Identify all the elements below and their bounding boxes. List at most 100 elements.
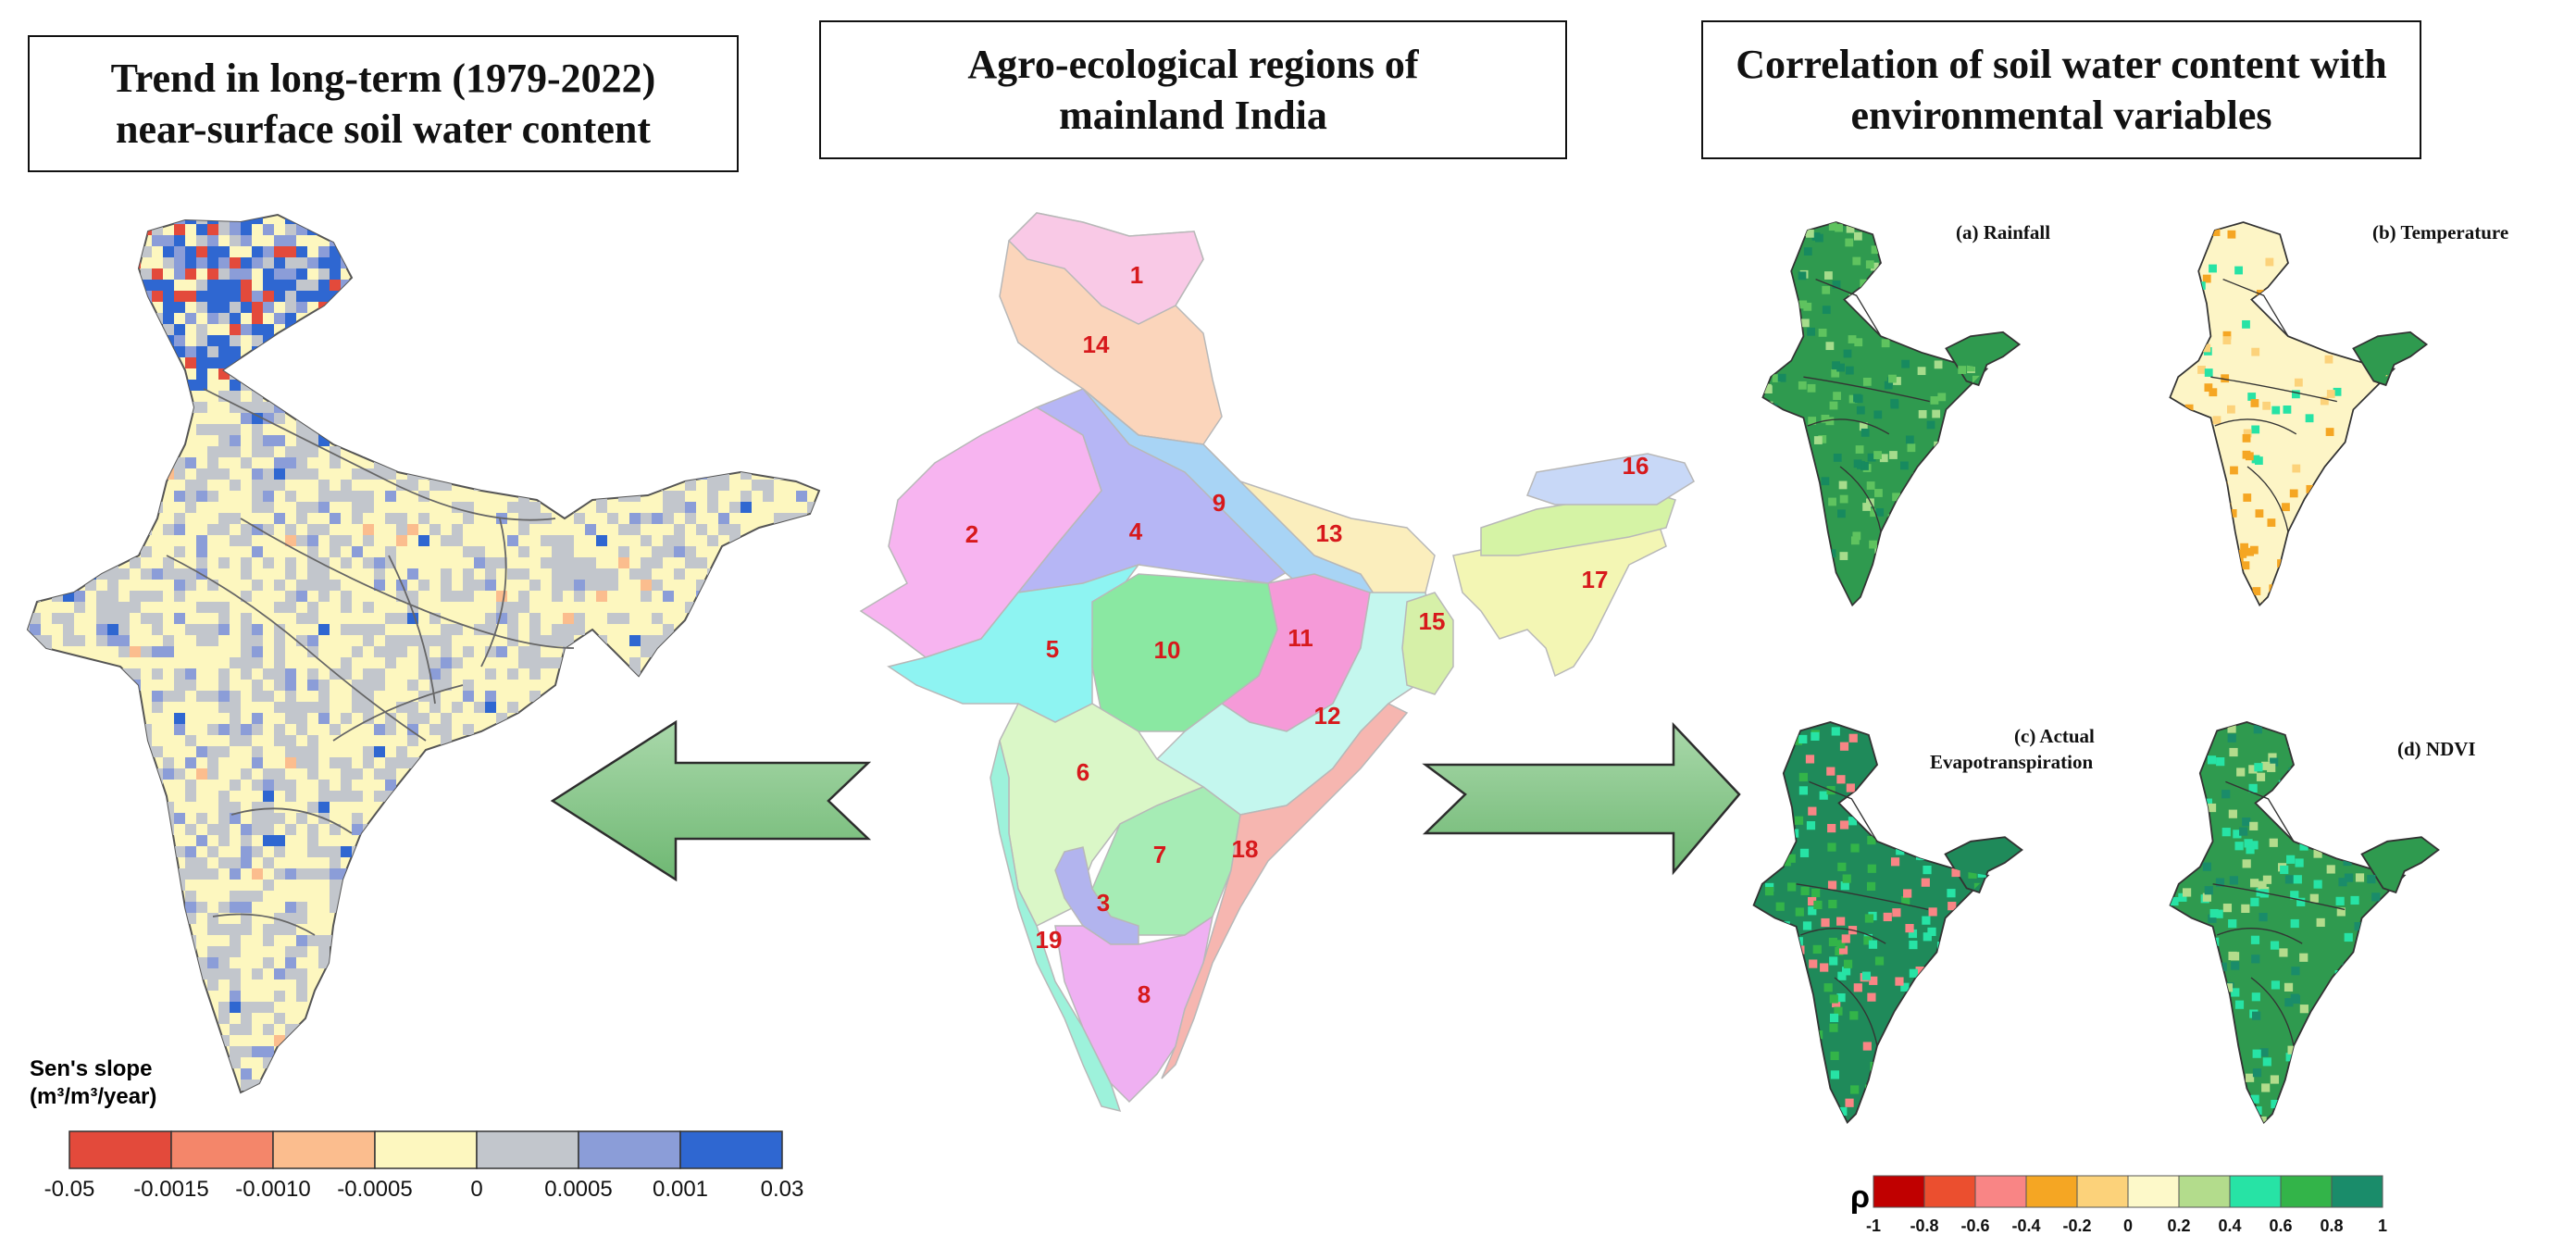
trend-pixel: [96, 813, 107, 824]
panel-pixel: [1929, 992, 1939, 1002]
trend-pixel: [152, 391, 163, 402]
panel-pixel: [1762, 236, 1771, 245]
trend-pixel: [341, 215, 352, 224]
trend-pixel: [796, 1080, 807, 1091]
trend-pixel: [30, 613, 41, 624]
trend-pixel: [829, 368, 840, 380]
legend-tick-labels: -0.05 -0.0015 -0.0010 -0.0005 0 0.0005 0.001 0.…: [44, 1177, 804, 1202]
panel-pixel: [1898, 567, 1908, 575]
panel-pixel: [1966, 303, 1975, 312]
trend-pixel: [707, 313, 718, 324]
trend-pixel: [174, 302, 185, 313]
trend-pixel: [618, 257, 629, 268]
panel-pixel: [1777, 356, 1786, 366]
trend-pixel: [407, 215, 418, 224]
trend-pixel: [274, 457, 285, 468]
region-label: 11: [1288, 624, 1313, 652]
trend-pixel: [341, 1057, 352, 1068]
trend-pixel: [518, 913, 529, 924]
trend-pixel: [418, 780, 429, 791]
trend-pixel: [274, 868, 285, 880]
trend-pixel: [707, 435, 718, 446]
trend-pixel: [829, 224, 840, 235]
trend-pixel: [596, 646, 607, 657]
panel-pixel: [1839, 552, 1848, 560]
trend-pixel: [707, 391, 718, 402]
panel-pixel: [2194, 603, 2203, 605]
trend-pixel: [252, 302, 263, 313]
panel-pixel: [2290, 891, 2299, 900]
trend-pixel: [274, 680, 285, 691]
trend-pixel: [718, 257, 729, 268]
trend-pixel: [63, 357, 74, 368]
panel-pixel: [1924, 312, 1934, 321]
trend-pixel: [674, 935, 685, 946]
trend-pixel: [596, 313, 607, 324]
trend-pixel: [629, 380, 641, 391]
trend-pixel: [285, 257, 296, 268]
panel-pixel: [1968, 431, 1977, 441]
trend-pixel: [796, 413, 807, 424]
panel-pixel: [1826, 767, 1836, 776]
panel-pixel: [2373, 764, 2383, 773]
trend-pixel: [674, 357, 685, 368]
trend-pixel: [52, 568, 63, 580]
trend-pixel: [607, 413, 618, 424]
trend-pixel: [652, 335, 663, 346]
panel-pixel: [2370, 958, 2379, 967]
trend-pixel: [807, 913, 818, 924]
panel-pixel: [2396, 984, 2405, 994]
trend-pixel: [330, 302, 341, 313]
trend-pixel: [296, 224, 307, 235]
trend-pixel: [574, 557, 585, 568]
panel-pixel: [1929, 983, 1938, 992]
trend-pixel: [585, 902, 596, 913]
trend-pixel: [641, 557, 652, 568]
trend-pixel: [441, 246, 452, 257]
trend-pixel: [740, 1035, 752, 1046]
panel-pixel: [2344, 932, 2353, 942]
trend-pixel: [763, 491, 774, 502]
trend-pixel: [374, 302, 385, 313]
panel-pixel: [1976, 431, 1985, 441]
trend-pixel: [85, 880, 96, 891]
panel-pixel: [1835, 946, 1844, 955]
trend-pixel: [196, 302, 207, 313]
panel-pixel: [2270, 757, 2279, 767]
trend-pixel: [596, 502, 607, 513]
trend-pixel: [707, 1091, 718, 1092]
trend-pixel: [218, 257, 230, 268]
trend-pixel: [30, 646, 41, 657]
panel-pixel: [2209, 555, 2218, 564]
trend-pixel: [218, 446, 230, 457]
trend-pixel: [285, 468, 296, 480]
trend-pixel: [96, 446, 107, 457]
panel-pixel: [2199, 540, 2209, 549]
panel-pixel: [1946, 1098, 1955, 1107]
panel-pixel: [1838, 480, 1848, 490]
legend-tick: -0.0005: [337, 1177, 412, 1202]
trend-pixel: [374, 646, 385, 657]
trend-pixel: [707, 535, 718, 546]
trend-pixel: [28, 913, 30, 924]
trend-pixel: [341, 1080, 352, 1091]
trend-pixel: [196, 746, 207, 757]
trend-pixel: [396, 1024, 407, 1035]
trend-pixel: [285, 268, 296, 280]
trend-pixel: [107, 435, 118, 446]
trend-pixel: [85, 291, 96, 302]
trend-pixel: [207, 1068, 218, 1080]
panel-pixel: [1956, 976, 1965, 985]
panel-pixel: [1779, 953, 1788, 963]
trend-pixel: [818, 302, 819, 313]
panel-pixel: [1762, 536, 1772, 545]
trend-pixel: [518, 935, 529, 946]
panel-pixel: [1931, 294, 1939, 304]
trend-pixel: [485, 1068, 496, 1080]
trend-pixel: [552, 257, 563, 268]
sens-slope-map: [26, 213, 840, 1094]
trend-pixel: [718, 868, 729, 880]
panel-pixel: [1845, 1098, 1854, 1107]
panel-pixel: [2386, 1107, 2396, 1117]
trend-pixel: [629, 980, 641, 991]
